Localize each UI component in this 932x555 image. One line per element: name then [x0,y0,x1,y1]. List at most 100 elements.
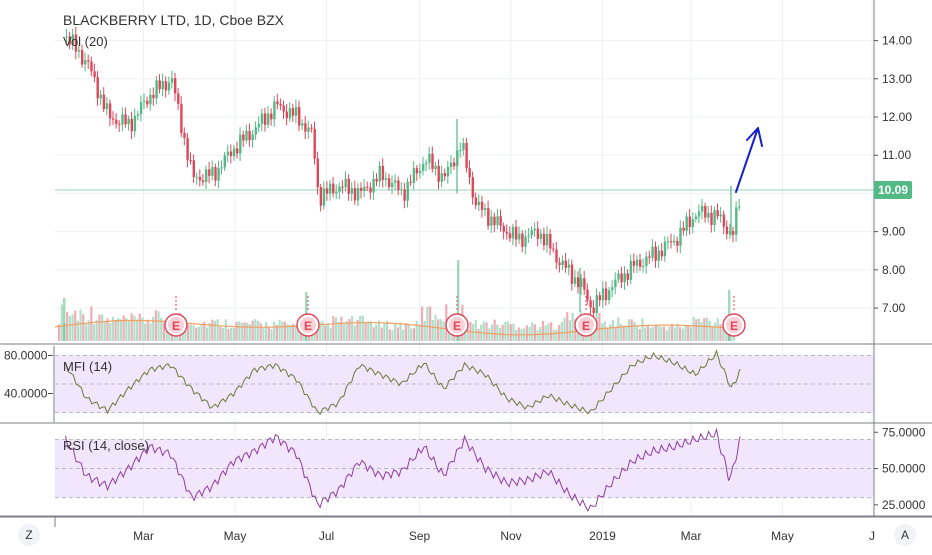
volume-spike-bar [457,260,460,341]
volume-bar [84,323,88,341]
price-tick-label: 13.00 [882,72,912,86]
volume-bar [708,320,711,341]
volume-bar [509,324,512,341]
volume-bar [404,323,408,341]
candle-body [499,216,502,226]
candle-body [105,103,109,109]
volume-bar [625,326,628,341]
candle-body [728,231,732,235]
candle-body [298,106,301,126]
candle-body [732,231,735,235]
candle-body [248,130,251,141]
volume-bar [552,330,555,341]
candle-body [651,246,654,258]
volume-bar [665,330,668,341]
candle-body [639,259,642,267]
volume-bar [192,325,195,341]
volume-bar [232,328,235,341]
volume-bar [144,323,147,341]
candle-body [573,277,577,284]
time-axis-label: May [224,529,247,543]
volume-bar [294,324,297,341]
candle-body [391,182,394,188]
volume-bar [227,328,230,341]
candle-body [363,186,366,191]
candle-body [124,114,127,125]
candle-body [130,118,133,132]
volume-bar [482,321,485,341]
volume-bar [332,316,335,341]
candle-body [496,216,499,225]
candle-body [201,180,205,182]
candle-body [440,173,443,182]
candle-body [316,158,319,188]
auto-scale-button[interactable]: A [894,524,916,546]
volume-bar [684,325,687,341]
candle-body [577,277,580,288]
volume-bar [431,319,434,341]
candle-body [313,128,316,159]
candle-body [614,279,617,288]
candle-body [192,160,195,178]
candle-body [453,162,456,167]
candle-body [121,114,124,125]
candle-body [409,181,412,183]
candle-body [260,113,264,124]
candle-body [694,216,698,220]
volume-bar [135,319,139,341]
volume-bar [256,320,260,341]
time-axis-label: Jul [319,529,334,543]
candle-body [673,240,676,243]
candle-body [657,250,660,261]
volume-bar [560,321,563,341]
volume-bar [127,320,131,341]
volume-bar [117,318,120,341]
volume-bar [297,329,300,341]
volume-bar [361,315,364,341]
volume-bar [200,323,203,341]
volume-bar [283,321,287,341]
volume-bar [230,327,233,341]
candle-body [291,108,295,116]
volume-bar [342,323,346,341]
candle-body [180,103,183,133]
volume-bar [224,319,227,341]
candle-body [580,278,583,288]
volume-bar [243,322,246,341]
candle-body [394,180,397,183]
volume-bar [681,328,684,341]
volume-bar [251,320,254,341]
candle-body [332,183,335,194]
time-axis-label: Sep [409,529,431,543]
zoom-button[interactable]: Z [18,524,40,546]
volume-bar [437,319,440,341]
candle-body [208,169,211,176]
volume-bar [547,323,550,341]
chart-title: BLACKBERRY LTD, 1D, Cboe BZX [63,12,285,28]
volume-bar [157,311,160,341]
price-tick-label: 14.00 [882,34,912,48]
candle-body [707,212,710,218]
candle-body [623,273,626,283]
candle-body [254,127,257,135]
volume-bar [141,317,144,341]
candle-body [245,130,248,141]
earnings-marker-fill [726,317,742,333]
volume-bar [248,324,252,341]
candle-body [462,142,465,150]
trend-arrow[interactable] [735,127,763,193]
candle-body [102,94,106,109]
volume-bar [92,324,96,341]
volume-bar [270,329,273,341]
volume-bar [109,323,112,341]
volume-bar [154,310,157,341]
volume-bar [324,325,327,341]
volume-bar [641,318,644,341]
volume-bar [359,315,362,341]
volume-bar [442,321,445,341]
volume-bar [265,322,268,341]
volume-bar [418,324,421,341]
